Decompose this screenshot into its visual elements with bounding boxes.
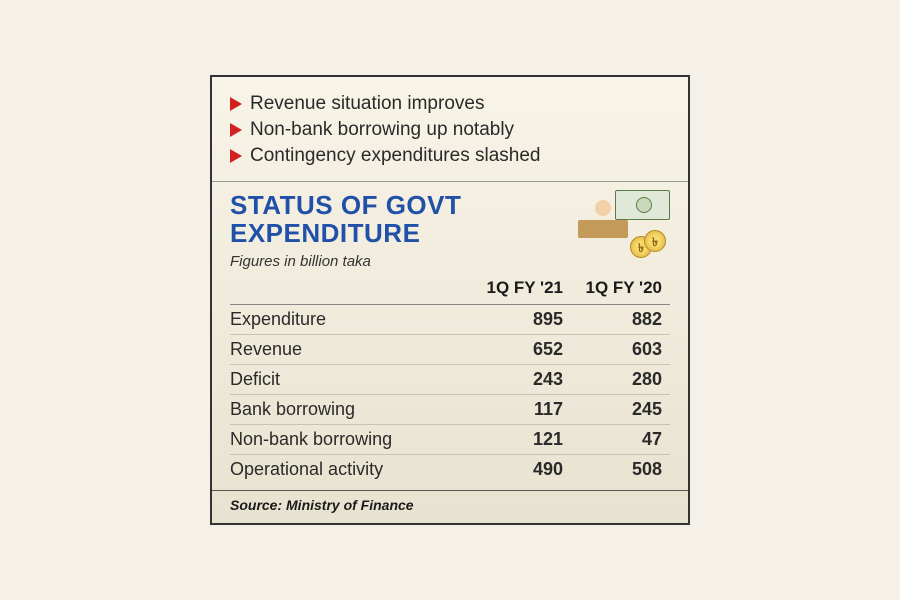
table-row: Deficit 243 280 xyxy=(230,364,670,394)
col-header-empty xyxy=(230,274,472,305)
cell-fy21: 121 xyxy=(472,424,571,454)
row-label: Non-bank borrowing xyxy=(230,424,472,454)
cell-fy20: 280 xyxy=(571,364,670,394)
bullet-text: Non-bank borrowing up notably xyxy=(250,119,514,141)
cell-fy21: 117 xyxy=(472,394,571,424)
bullet-item: Revenue situation improves xyxy=(230,93,670,115)
source-bar: Source: Ministry of Finance xyxy=(212,490,688,523)
row-label: Deficit xyxy=(230,364,472,394)
arrow-icon xyxy=(230,149,242,163)
cell-fy20: 47 xyxy=(571,424,670,454)
table-row: Non-bank borrowing 121 47 xyxy=(230,424,670,454)
table-row: Operational activity 490 508 xyxy=(230,454,670,484)
table-section: STATUS OF GOVT EXPENDITURE Figures in bi… xyxy=(212,182,688,490)
cell-fy20: 508 xyxy=(571,454,670,484)
row-label: Bank borrowing xyxy=(230,394,472,424)
row-label: Expenditure xyxy=(230,304,472,334)
row-label: Operational activity xyxy=(230,454,472,484)
bullet-list: Revenue situation improves Non-bank borr… xyxy=(212,77,688,182)
cell-fy21: 652 xyxy=(472,334,571,364)
bullet-item: Non-bank borrowing up notably xyxy=(230,119,670,141)
source-text: Source: Ministry of Finance xyxy=(230,497,414,513)
table-header-row: 1Q FY '21 1Q FY '20 xyxy=(230,274,670,305)
bullet-text: Revenue situation improves xyxy=(250,93,484,115)
data-table: 1Q FY '21 1Q FY '20 Expenditure 895 882 … xyxy=(230,274,670,484)
infographic-card: Revenue situation improves Non-bank borr… xyxy=(210,75,690,525)
col-header-fy20: 1Q FY '20 xyxy=(571,274,670,305)
title-line2: EXPENDITURE xyxy=(230,220,461,247)
bullet-text: Contingency expenditures slashed xyxy=(250,145,540,167)
row-label: Revenue xyxy=(230,334,472,364)
title-line1: STATUS OF GOVT xyxy=(230,192,461,219)
bullet-item: Contingency expenditures slashed xyxy=(230,145,670,167)
cell-fy21: 490 xyxy=(472,454,571,484)
cell-fy21: 895 xyxy=(472,304,571,334)
arrow-icon xyxy=(230,97,242,111)
cell-fy20: 603 xyxy=(571,334,670,364)
cell-fy20: 882 xyxy=(571,304,670,334)
money-cartoon-icon xyxy=(570,190,670,260)
cell-fy20: 245 xyxy=(571,394,670,424)
arrow-icon xyxy=(230,123,242,137)
coin-icon xyxy=(644,230,666,252)
col-header-fy21: 1Q FY '21 xyxy=(472,274,571,305)
cell-fy21: 243 xyxy=(472,364,571,394)
table-row: Expenditure 895 882 xyxy=(230,304,670,334)
clerk-icon xyxy=(578,200,628,245)
table-row: Bank borrowing 117 245 xyxy=(230,394,670,424)
table-row: Revenue 652 603 xyxy=(230,334,670,364)
